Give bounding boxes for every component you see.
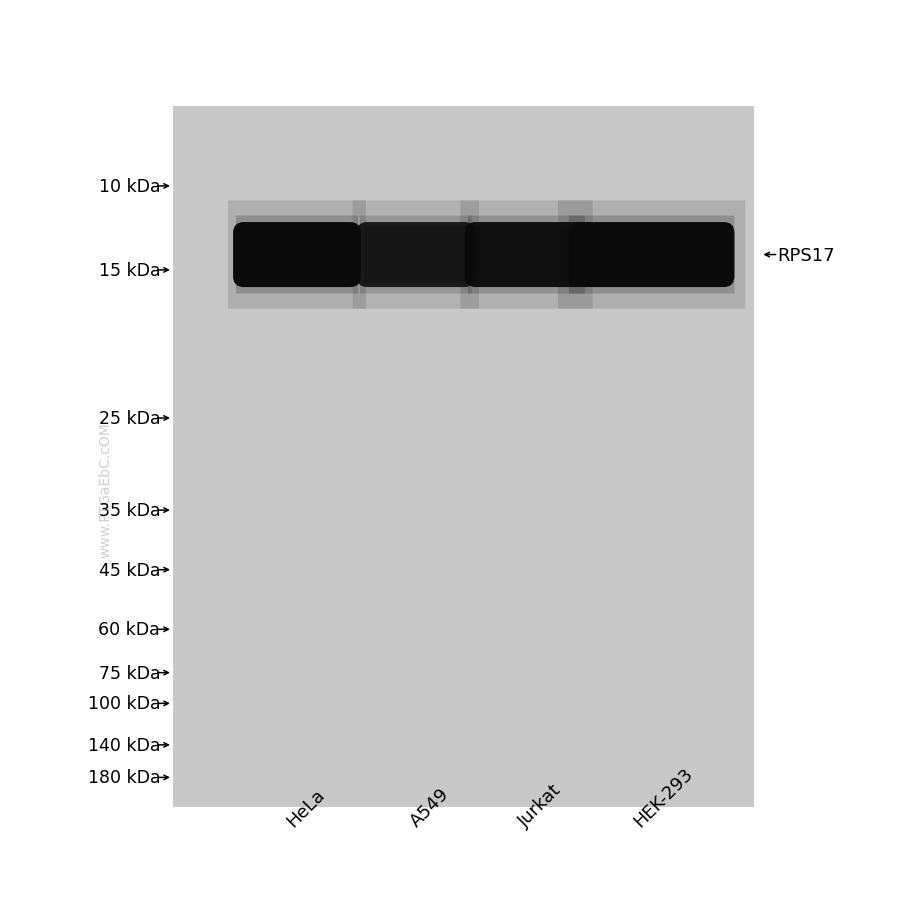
FancyBboxPatch shape <box>473 227 580 283</box>
Text: 15 kDa: 15 kDa <box>99 262 160 280</box>
Text: www.PTGaEbC.cOM: www.PTGaEbC.cOM <box>98 421 112 557</box>
FancyBboxPatch shape <box>576 227 727 283</box>
FancyBboxPatch shape <box>461 201 592 309</box>
Text: Jurkat: Jurkat <box>516 780 565 830</box>
FancyBboxPatch shape <box>241 227 353 283</box>
Text: 100 kDa: 100 kDa <box>87 695 160 713</box>
Bar <box>173 106 754 807</box>
FancyBboxPatch shape <box>233 223 361 288</box>
FancyBboxPatch shape <box>228 201 366 309</box>
Text: 25 kDa: 25 kDa <box>99 410 160 428</box>
Text: 10 kDa: 10 kDa <box>99 178 160 196</box>
Text: 60 kDa: 60 kDa <box>98 621 160 639</box>
FancyBboxPatch shape <box>558 201 745 309</box>
FancyBboxPatch shape <box>569 216 734 294</box>
FancyBboxPatch shape <box>360 216 472 294</box>
FancyBboxPatch shape <box>356 223 475 288</box>
Text: RPS17: RPS17 <box>778 246 835 264</box>
Text: 180 kDa: 180 kDa <box>87 769 160 787</box>
Text: HEK-293: HEK-293 <box>630 764 697 830</box>
Text: HeLa: HeLa <box>284 785 328 830</box>
Text: A549: A549 <box>407 784 453 830</box>
FancyBboxPatch shape <box>464 223 589 288</box>
Text: 45 kDa: 45 kDa <box>99 561 160 579</box>
FancyBboxPatch shape <box>569 223 734 288</box>
FancyBboxPatch shape <box>236 216 358 294</box>
Text: 75 kDa: 75 kDa <box>99 664 160 682</box>
FancyBboxPatch shape <box>364 227 467 283</box>
FancyBboxPatch shape <box>468 216 585 294</box>
FancyBboxPatch shape <box>353 201 479 309</box>
Text: 140 kDa: 140 kDa <box>87 736 160 754</box>
Text: 35 kDa: 35 kDa <box>99 502 160 520</box>
